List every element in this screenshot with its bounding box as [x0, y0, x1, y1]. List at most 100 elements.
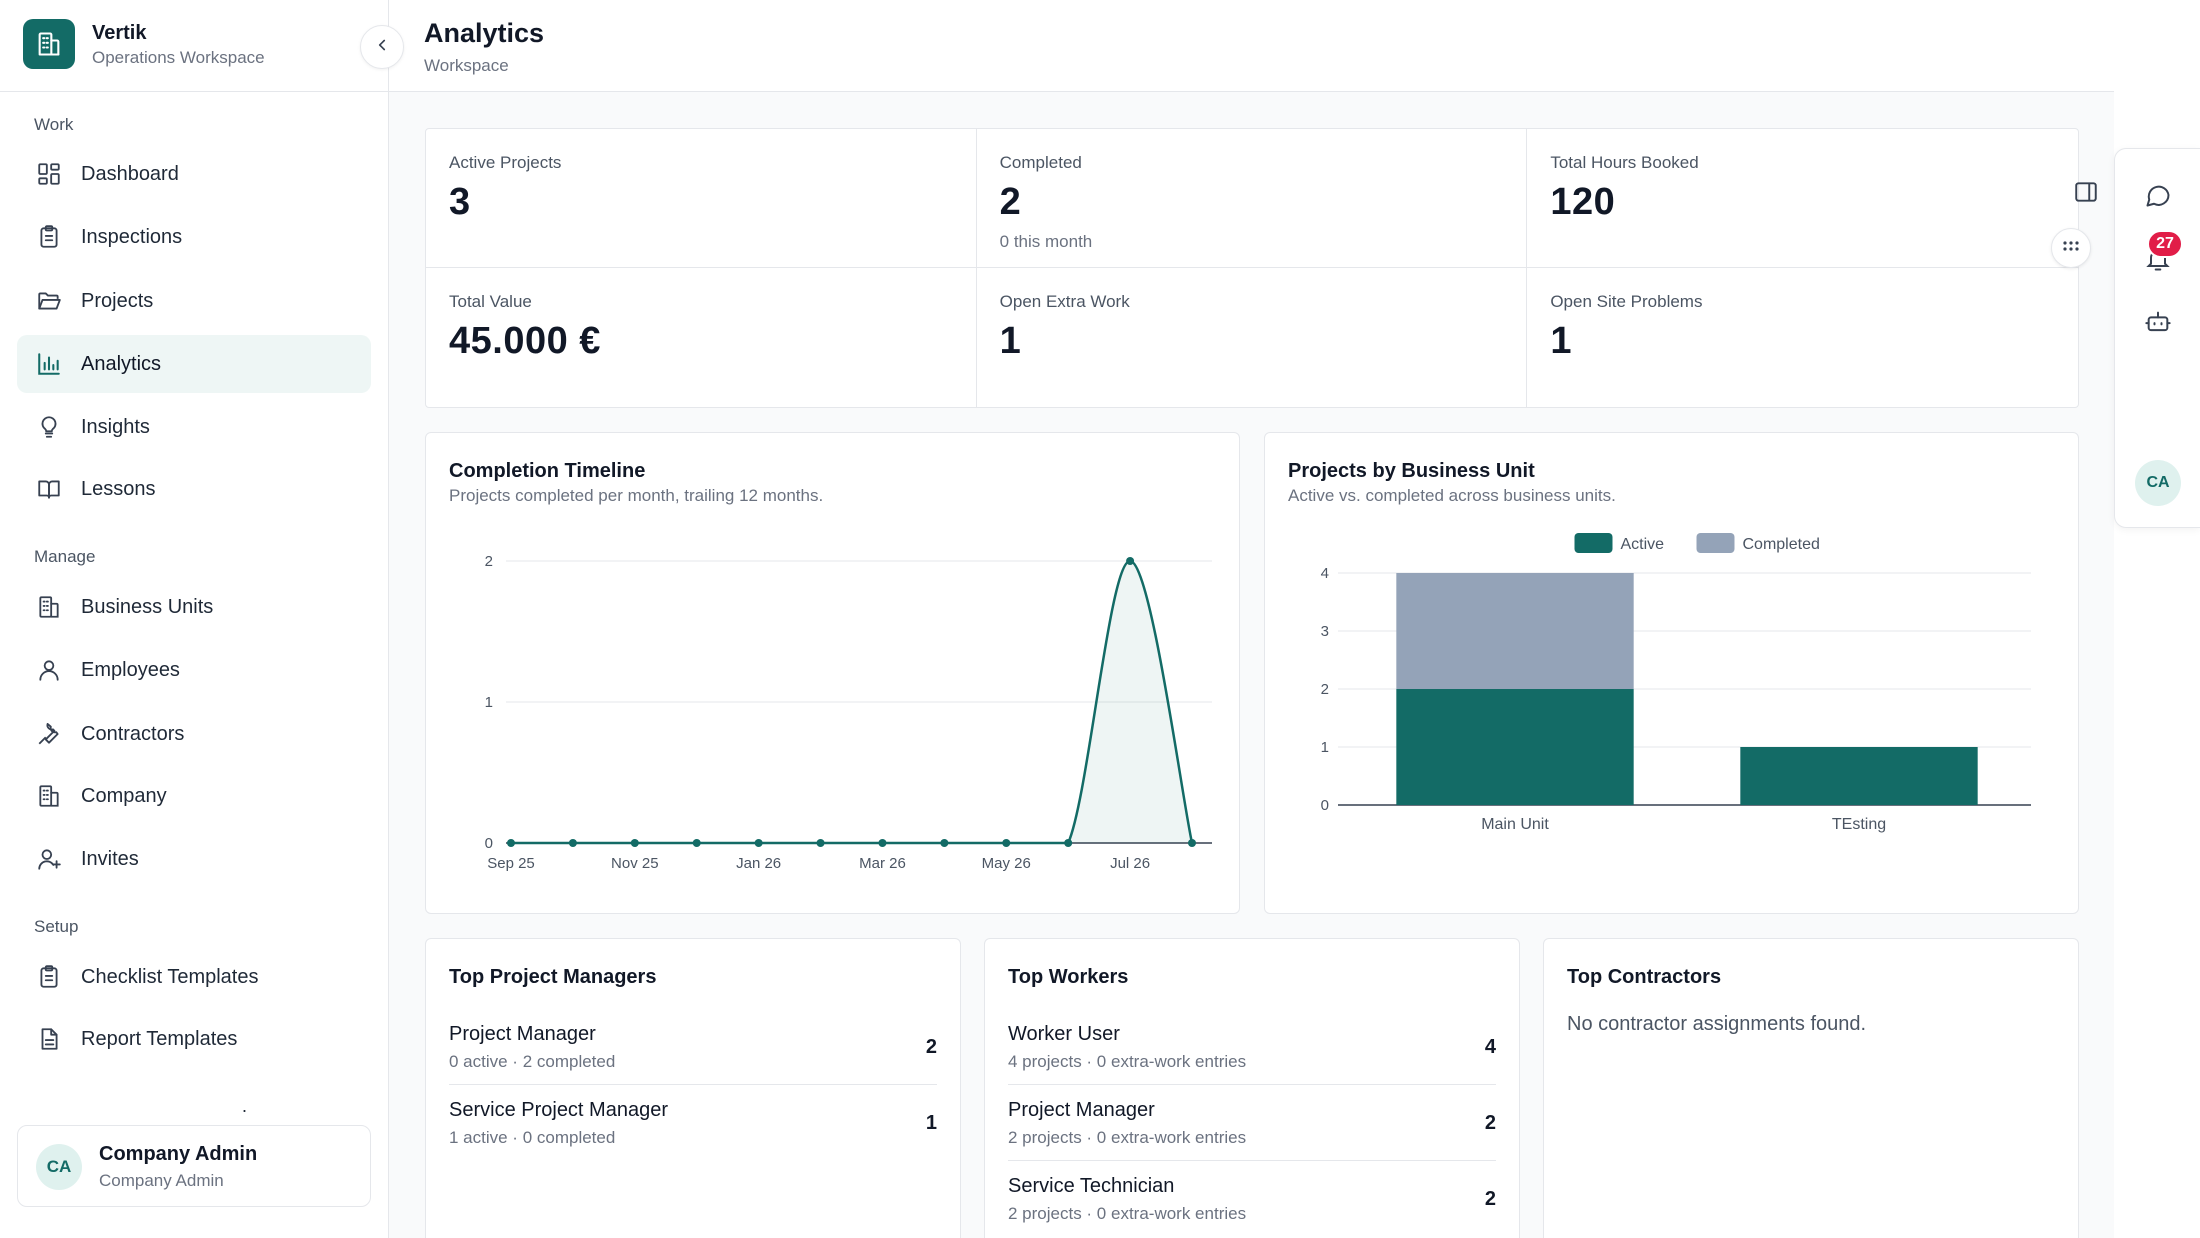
y-tick-label: 1	[485, 694, 493, 711]
card-subtitle: Active vs. completed across business uni…	[1288, 486, 1616, 505]
sidebar-item-label: Report Templates	[81, 1027, 238, 1050]
sidebar-item-lessons[interactable]: Lessons	[17, 460, 371, 518]
y-tick-label: 2	[1321, 681, 1329, 698]
sidebar-item-label: Lessons	[81, 477, 156, 500]
toggle-panel-button[interactable]	[2068, 176, 2104, 212]
data-point	[507, 839, 515, 847]
card-title: Top Workers	[1008, 966, 1129, 988]
stat-value: 45.000 €	[449, 320, 601, 362]
workers-list: Worker User 4 projects · 0 extra-work en…	[1008, 1009, 1496, 1237]
brand-header: Vertik Operations Workspace	[0, 0, 389, 92]
brand-subtitle: Operations Workspace	[92, 48, 265, 67]
card-title: Top Contractors	[1567, 966, 1722, 988]
data-point	[816, 839, 825, 847]
sidebar-item-label: Dashboard	[81, 162, 179, 185]
sidebar-item-company[interactable]: Company	[17, 767, 371, 825]
page-subtitle: Workspace	[424, 56, 509, 75]
y-tick-label: 0	[1321, 797, 1329, 814]
legend-swatch	[1696, 533, 1735, 553]
assistant-bot-button[interactable]	[2136, 302, 2180, 346]
chevron-left-icon	[373, 36, 391, 59]
notification-count-badge: 27	[2147, 230, 2183, 258]
nav-scroll-mask	[0, 1090, 388, 1110]
avatar[interactable]: CA	[2135, 460, 2181, 506]
row-name: Project Manager	[449, 1023, 596, 1045]
data-point	[1126, 557, 1135, 565]
legend-swatch	[1574, 533, 1613, 553]
stat-value: 3	[449, 181, 471, 223]
stats-grid: Active Projects 3 Completed 2 0 this mon…	[425, 128, 2079, 408]
brand-name: Vertik	[92, 22, 147, 44]
clipboard-check-icon	[35, 963, 63, 991]
sidebar-item-report-templates[interactable]: Report Templates	[17, 1010, 371, 1068]
sidebar-item-analytics[interactable]: Analytics	[17, 335, 371, 393]
row-name: Service Project Manager	[449, 1099, 668, 1121]
row-count: 4	[1484, 1036, 1496, 1058]
grid-menu-button[interactable]	[2051, 228, 2091, 268]
bar	[1740, 747, 1978, 805]
empty-state-message: No contractor assignments found.	[1567, 1013, 1867, 1035]
building-icon	[35, 782, 63, 810]
managers-list: Project Manager 0 active · 2 completed 2…	[449, 1009, 937, 1161]
x-tick-label: Main Unit	[1481, 816, 1549, 833]
bar	[1396, 573, 1634, 689]
row-meta: 2 projects · 0 extra-work entries	[1008, 1128, 1247, 1147]
sidebar-item-label: Employees	[81, 658, 180, 681]
top-workers-card: Top Workers Worker User 4 projects · 0 e…	[984, 938, 1520, 1238]
stat-total-value: Total Value 45.000 €	[426, 268, 977, 407]
dots-grid-icon	[2061, 239, 2081, 257]
x-tick-label: Mar 26	[859, 855, 906, 872]
legend-label: Active	[1621, 536, 1665, 553]
data-point	[630, 839, 639, 847]
wrench-icon	[35, 720, 63, 748]
row-meta: 1 active · 0 completed	[449, 1128, 616, 1147]
list-item: Service Project Manager 1 active · 0 com…	[449, 1085, 937, 1161]
data-point	[754, 839, 763, 847]
completion-timeline-chart: 0 1 2 Sep 25 Nov 25 Jan 26 Mar 26 May 26 Jul 26	[485, 553, 1212, 872]
collapse-sidebar-button[interactable]	[360, 25, 404, 69]
data-point	[1064, 839, 1073, 847]
sidebar-item-inspections[interactable]: Inspections	[17, 208, 371, 266]
list-item: Service Technician 2 projects · 0 extra-…	[1008, 1161, 1496, 1237]
data-point	[692, 839, 701, 847]
chat-button[interactable]	[2136, 175, 2180, 219]
sidebar-item-checklist-templates[interactable]: Checklist Templates	[17, 948, 371, 1006]
x-tick-label: Jan 26	[736, 855, 781, 872]
sidebar-item-label: Contractors	[81, 722, 185, 745]
sidebar-item-label: Analytics	[81, 352, 162, 375]
data-point	[1002, 839, 1011, 847]
clipboard-icon	[35, 223, 63, 251]
sidebar-item-insights[interactable]: Insights	[17, 398, 371, 456]
user-role: Company Admin	[99, 1171, 224, 1190]
row-meta: 4 projects · 0 extra-work entries	[1008, 1052, 1247, 1071]
x-tick-label: Sep 25	[487, 855, 535, 872]
user-plus-icon	[35, 845, 63, 873]
business-unit-card: Projects by Business Unit Active vs. com…	[1264, 432, 2079, 914]
data-point	[878, 839, 887, 847]
sidebar-item-business-units[interactable]: Business Units	[17, 578, 371, 636]
x-tick-label: Nov 25	[611, 855, 659, 872]
sidebar-item-projects[interactable]: Projects	[17, 272, 371, 330]
folder-open-icon	[35, 287, 63, 315]
stat-label: Completed	[999, 153, 1082, 172]
data-point	[1188, 839, 1196, 847]
sidebar-item-invites[interactable]: Invites	[17, 830, 371, 888]
stat-label: Total Value	[449, 292, 532, 311]
sidebar-item-dashboard[interactable]: Dashboard	[17, 145, 371, 203]
stat-label: Open Extra Work	[999, 292, 1130, 311]
bar	[1396, 689, 1634, 805]
sidebar-item-contractors[interactable]: Contractors	[17, 705, 371, 763]
sidebar-item-label: Business Units	[81, 595, 214, 618]
stat-value: 1	[1550, 320, 1572, 362]
x-tick-label: TEsting	[1832, 816, 1886, 833]
page-header: Analytics Workspace	[389, 0, 2114, 92]
nav-section-setup: Setup	[34, 917, 79, 936]
avatar: CA	[36, 1144, 82, 1190]
x-tick-label: Jul 26	[1110, 855, 1150, 872]
card-title: Top Project Managers	[449, 966, 657, 988]
nav-section-work: Work	[34, 115, 74, 134]
legend-label: Completed	[1743, 536, 1820, 553]
user-menu[interactable]: CA Company Admin Company Admin	[17, 1125, 371, 1207]
sidebar-item-label: Checklist Templates	[81, 965, 259, 988]
sidebar-item-employees[interactable]: Employees	[17, 641, 371, 699]
